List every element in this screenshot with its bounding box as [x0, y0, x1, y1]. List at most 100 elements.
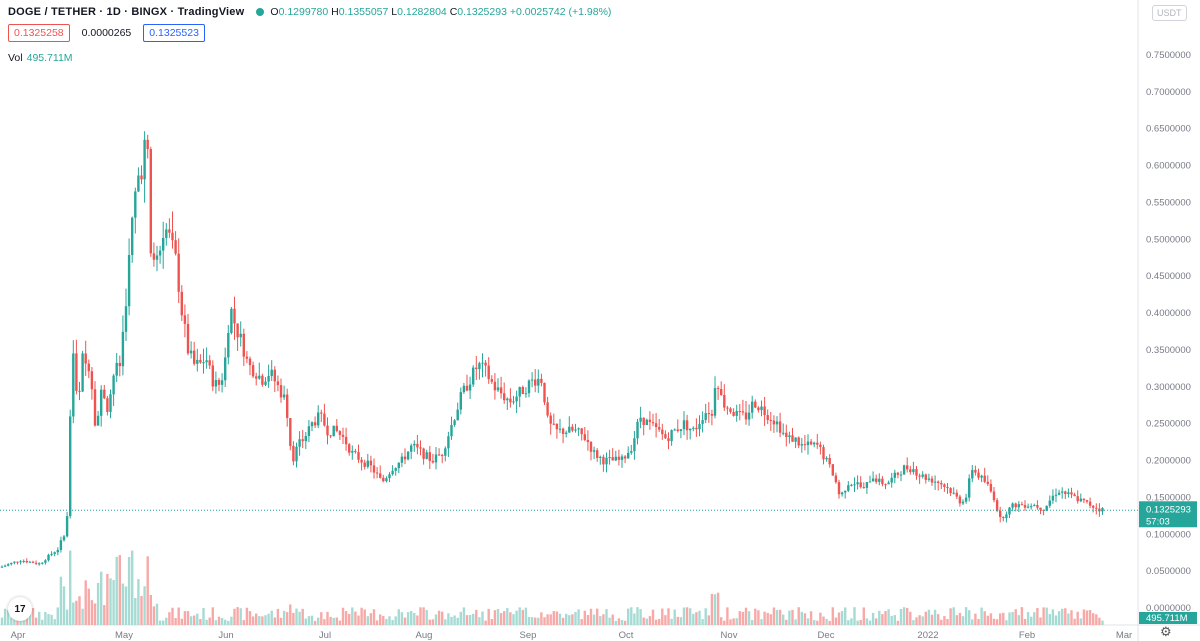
candle-body [419, 447, 422, 449]
candle-body [410, 445, 413, 452]
candle-body [1023, 505, 1027, 508]
volume-bar [286, 612, 289, 625]
symbol-title[interactable]: DOGE / TETHER · 1D · BINGX · TradingView [8, 6, 245, 18]
volume-bar [971, 619, 974, 625]
volume-bar [707, 615, 710, 625]
sell-price-button[interactable]: 0.1325258 [8, 24, 70, 42]
candle-body [1008, 507, 1011, 515]
candle-body [1045, 505, 1048, 511]
volume-legend[interactable]: Vol 495.711M [8, 52, 73, 64]
candle-body [778, 421, 782, 433]
candle-body [1061, 491, 1064, 493]
volume-bar [543, 617, 546, 625]
tradingview-logo-icon[interactable]: 17 [8, 597, 32, 621]
volume-bar [732, 618, 735, 625]
candle-body [611, 457, 614, 461]
candle-body [518, 387, 521, 397]
candle-body [227, 332, 230, 358]
volume-bar [999, 613, 1002, 625]
candle-body [614, 456, 617, 461]
volume-bar [220, 617, 224, 625]
candle-body [369, 460, 373, 466]
gear-icon[interactable]: ⚙ [1160, 624, 1172, 639]
candle-body [816, 442, 819, 445]
volume-bar [512, 614, 515, 625]
candle-body [1054, 494, 1058, 496]
volume-bar [614, 620, 617, 625]
candle-body [577, 428, 580, 430]
volume-bar [912, 620, 915, 625]
volume-bar [431, 619, 435, 625]
volume-bar [1064, 608, 1067, 625]
candle-body [44, 560, 47, 563]
volume-bar [689, 608, 692, 625]
candle-body [137, 175, 140, 192]
candle-body [360, 459, 363, 463]
candle-body [478, 363, 481, 370]
volume-bar [369, 613, 373, 625]
volume-bar [1045, 607, 1048, 625]
volume-bar [682, 607, 686, 625]
volume-bar [211, 607, 214, 625]
candle-body [884, 484, 887, 486]
volume-bar [751, 619, 754, 625]
candle-body [673, 429, 676, 431]
volume-bar [1002, 612, 1005, 625]
volume-bar [313, 620, 317, 625]
candle-body [304, 435, 307, 442]
candle-body [261, 375, 264, 385]
candle-body [943, 484, 946, 488]
volume-bar [388, 616, 391, 625]
candle-body [233, 308, 236, 324]
buy-price-button[interactable]: 0.1325523 [143, 24, 205, 42]
volume-bar [456, 617, 459, 625]
volume-bar [862, 607, 865, 625]
volume-bar [103, 605, 106, 625]
candle-body [422, 448, 425, 459]
candle-body [896, 472, 900, 475]
x-tick-label: Feb [1019, 630, 1035, 641]
candle-body [844, 490, 847, 493]
volume-bar [816, 620, 819, 625]
volume-bar [38, 611, 41, 625]
volume-bar [317, 617, 320, 625]
volume-bar [391, 620, 394, 625]
candle-body [617, 456, 621, 460]
candle-body [689, 428, 692, 431]
volume-bar [177, 607, 180, 625]
volume-bar [0, 617, 4, 625]
candle-body [248, 358, 252, 366]
candle-body [813, 442, 816, 445]
volume-bar [577, 609, 580, 625]
candle-body [487, 365, 490, 380]
volume-bar [276, 608, 280, 625]
candle-body [276, 381, 280, 386]
volume-bar [326, 611, 329, 625]
candle-body [165, 229, 168, 238]
volume-bar [134, 597, 137, 625]
volume-bar [90, 600, 94, 625]
candle-body [425, 452, 428, 459]
candle-body [62, 536, 66, 541]
candle-body [307, 426, 311, 436]
volume-bar [196, 613, 199, 625]
candle-body [121, 331, 125, 367]
candle-body [685, 420, 689, 431]
candle-body [177, 253, 180, 292]
x-tick-label: Jun [218, 630, 233, 641]
candle-body [574, 429, 577, 431]
candle-body [704, 413, 707, 421]
candle-body [475, 367, 478, 370]
y-tick-label: 0.2500000 [1146, 419, 1191, 430]
candle-body [853, 484, 856, 486]
volume-bar [630, 607, 633, 625]
candle-body [766, 415, 769, 420]
volume-bar [245, 607, 249, 625]
volume-bar [59, 576, 63, 625]
currency-button[interactable]: USDT [1152, 5, 1187, 21]
volume-bar [509, 612, 512, 625]
volume-bar [174, 618, 177, 625]
candle-body [28, 561, 32, 563]
candle-body [264, 381, 267, 385]
